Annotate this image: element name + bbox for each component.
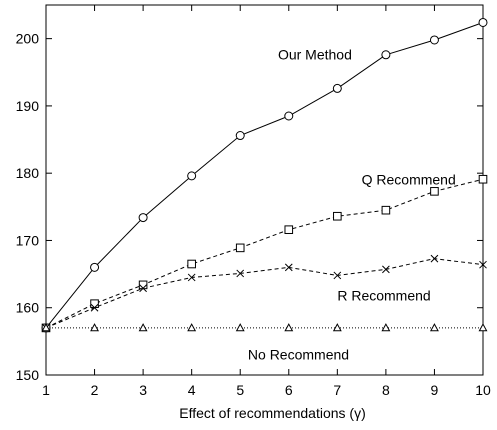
data-point-s2-7	[382, 265, 390, 274]
y-tick-label: 170	[16, 232, 40, 248]
data-point-s2-4	[236, 269, 245, 278]
data-point-s0-7	[381, 50, 391, 60]
y-tick-label: 160	[16, 300, 40, 316]
data-point-s1-5	[284, 225, 294, 234]
data-point-s0-1	[90, 262, 100, 272]
data-point-s3-3	[187, 323, 197, 332]
series-label-r-recommend: R Recommend	[337, 287, 430, 303]
data-point-s2-5	[284, 263, 293, 272]
series-line-2	[45, 258, 484, 329]
data-point-s3-7	[381, 323, 391, 332]
data-point-s3-5	[284, 323, 294, 332]
y-tick-label: 150	[16, 367, 40, 383]
data-point-s0-8	[429, 35, 439, 45]
data-point-s2-9	[479, 260, 487, 269]
x-tick-label: 3	[139, 382, 147, 398]
x-tick-label: 4	[188, 382, 196, 398]
data-point-s0-5	[284, 111, 294, 121]
data-point-s3-6	[332, 323, 342, 332]
data-point-s1-6	[333, 211, 342, 221]
x-tick-label: 5	[236, 382, 244, 398]
data-point-s1-1	[90, 299, 99, 308]
x-tick-label: 9	[431, 382, 439, 398]
data-point-s1-3	[187, 259, 196, 269]
data-point-s2-1	[90, 303, 99, 312]
x-axis-label: Effect of recommendations (γ)	[179, 405, 365, 421]
y-tick-label: 190	[16, 98, 40, 114]
x-tick-label: 8	[382, 382, 390, 398]
y-tick-label: 200	[16, 31, 40, 47]
x-tick-label: 7	[333, 382, 341, 398]
data-point-s3-1	[90, 323, 99, 332]
series-line-1	[45, 178, 484, 329]
series-line-0	[45, 22, 484, 329]
series-label-our-method: Our Method	[278, 46, 352, 62]
data-point-s0-9	[478, 17, 488, 27]
data-point-s0-2	[138, 213, 148, 223]
data-point-s0-6	[332, 83, 342, 93]
data-point-s3-0	[41, 323, 51, 332]
data-point-s1-8	[430, 187, 439, 196]
y-tick-label: 180	[16, 165, 40, 181]
data-point-s0-4	[235, 131, 245, 141]
data-point-s3-2	[138, 323, 148, 332]
data-point-s2-3	[187, 273, 196, 282]
data-point-s2-2	[139, 284, 147, 293]
plot-frame	[45, 4, 484, 376]
x-tick-label: 6	[285, 382, 293, 398]
data-point-s3-9	[478, 323, 488, 332]
data-point-s0-3	[187, 171, 197, 181]
data-point-s3-8	[430, 323, 439, 332]
data-point-s2-8	[430, 254, 439, 263]
data-point-s2-6	[333, 271, 342, 280]
series-label-q-recommend: Q Recommend	[362, 172, 456, 188]
data-point-s1-4	[235, 243, 245, 253]
x-tick-label: 1	[42, 382, 50, 398]
x-tick-label: 2	[91, 382, 99, 398]
data-point-s1-9	[478, 174, 488, 184]
data-point-s1-7	[381, 205, 391, 215]
series-label-no-recommend: No Recommend	[248, 347, 349, 363]
x-tick-label: 10	[475, 382, 491, 398]
data-point-s3-4	[235, 323, 245, 332]
